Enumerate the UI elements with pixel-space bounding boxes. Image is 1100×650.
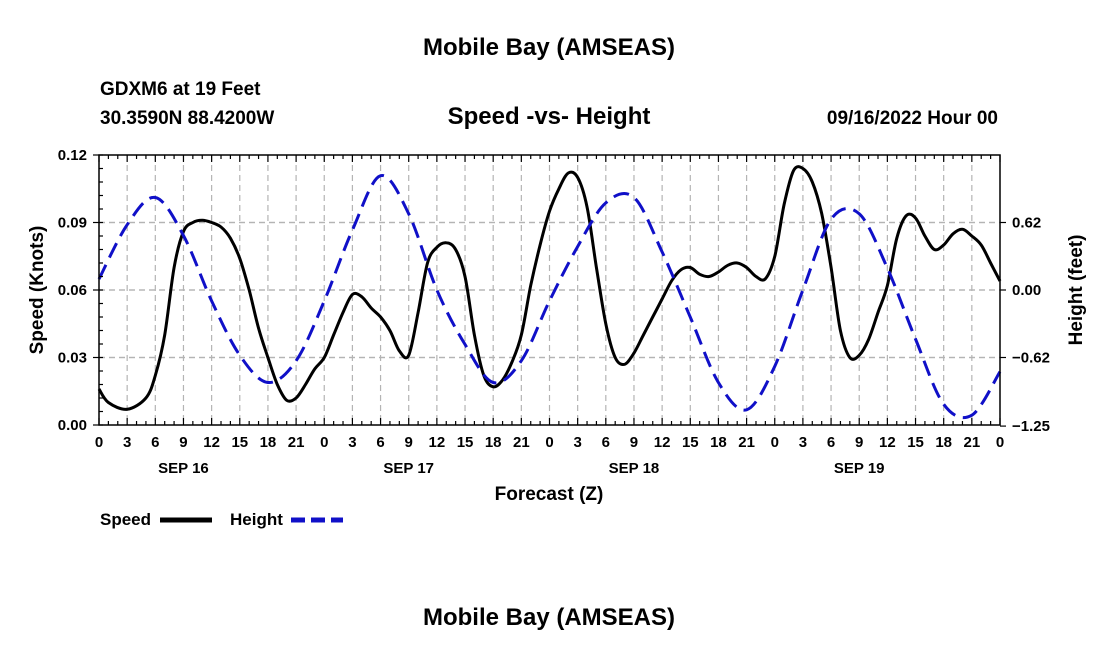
x-tick-label: 18 [710,434,727,451]
x-tick-label: 3 [123,434,131,451]
y-axis-label: Speed (Knots) [27,226,48,355]
x-tick-label: 21 [738,434,755,451]
legend: Speed Height [100,510,343,529]
legend-label-height: Height [230,510,283,529]
x-tick-label: 18 [260,434,277,451]
top-title: Mobile Bay (AMSEAS) [423,34,675,61]
x-tick-label: 3 [348,434,356,451]
x-day-label: SEP 16 [158,460,209,477]
x-tick-label: 18 [935,434,952,451]
forecast-datetime: 09/16/2022 Hour 00 [827,108,998,129]
station-label: GDXM6 at 19 Feet [100,79,261,100]
series-line-speed [97,165,1002,411]
y2-tick-label: 0.00 [1012,282,1041,299]
x-tick-label: 0 [771,434,779,451]
x-tick-label: 12 [203,434,220,451]
x-tick-label: 6 [602,434,610,451]
x-tick-label: 15 [457,434,474,451]
x-day-label: SEP 19 [834,460,885,477]
y2-tick-label: −0.62 [1012,350,1050,367]
y2-tick-label: 0.62 [1012,215,1041,232]
x-tick-label: 15 [682,434,699,451]
x-axis-label: Forecast (Z) [495,484,604,505]
y-tick-label: 0.12 [58,147,87,164]
x-tick-label: 0 [996,434,1004,451]
x-tick-label: 15 [907,434,924,451]
x-tick-label: 9 [179,434,187,451]
x-tick-label: 21 [513,434,530,451]
x-tick-label: 18 [485,434,502,451]
y-tick-label: 0.03 [58,350,87,367]
grid-lines [99,155,1000,425]
x-tick-label: 12 [654,434,671,451]
x-tick-label: 0 [95,434,103,451]
y-tick-label: 0.09 [58,215,87,232]
x-tick-label: 0 [545,434,553,451]
legend-label-speed: Speed [100,510,151,529]
x-tick-label: 21 [288,434,305,451]
x-tick-label: 6 [151,434,159,451]
x-tick-label: 12 [879,434,896,451]
x-tick-label: 3 [799,434,807,451]
data-series [97,165,1002,420]
x-tick-label: 6 [376,434,384,451]
y-tick-label: 0.06 [58,282,87,299]
x-tick-label: 3 [573,434,581,451]
x-tick-label: 15 [231,434,248,451]
x-tick-label: 9 [405,434,413,451]
axes: 0 3 6 9 12 15 18 21 0 3 6 9 12 15 18 21 0 3 6 9 12 15 18 21 0 3 6 9… [58,147,1050,477]
x-tick-label: 6 [827,434,835,451]
y2-axis-label: Height (feet) [1066,235,1087,346]
x-day-label: SEP 17 [383,460,434,477]
y-tick-label: 0.00 [58,417,87,434]
x-tick-label: 9 [630,434,638,451]
station-coords: 30.3590N 88.4200W [100,108,274,129]
x-tick-label: 12 [429,434,446,451]
bottom-title: Mobile Bay (AMSEAS) [423,604,675,631]
x-tick-label: 21 [964,434,981,451]
x-tick-label: 0 [320,434,328,451]
x-tick-label: 9 [855,434,863,451]
chart-title: Speed -vs- Height [448,103,651,130]
y2-tick-label: −1.25 [1012,418,1050,435]
x-day-label: SEP 18 [609,460,660,477]
